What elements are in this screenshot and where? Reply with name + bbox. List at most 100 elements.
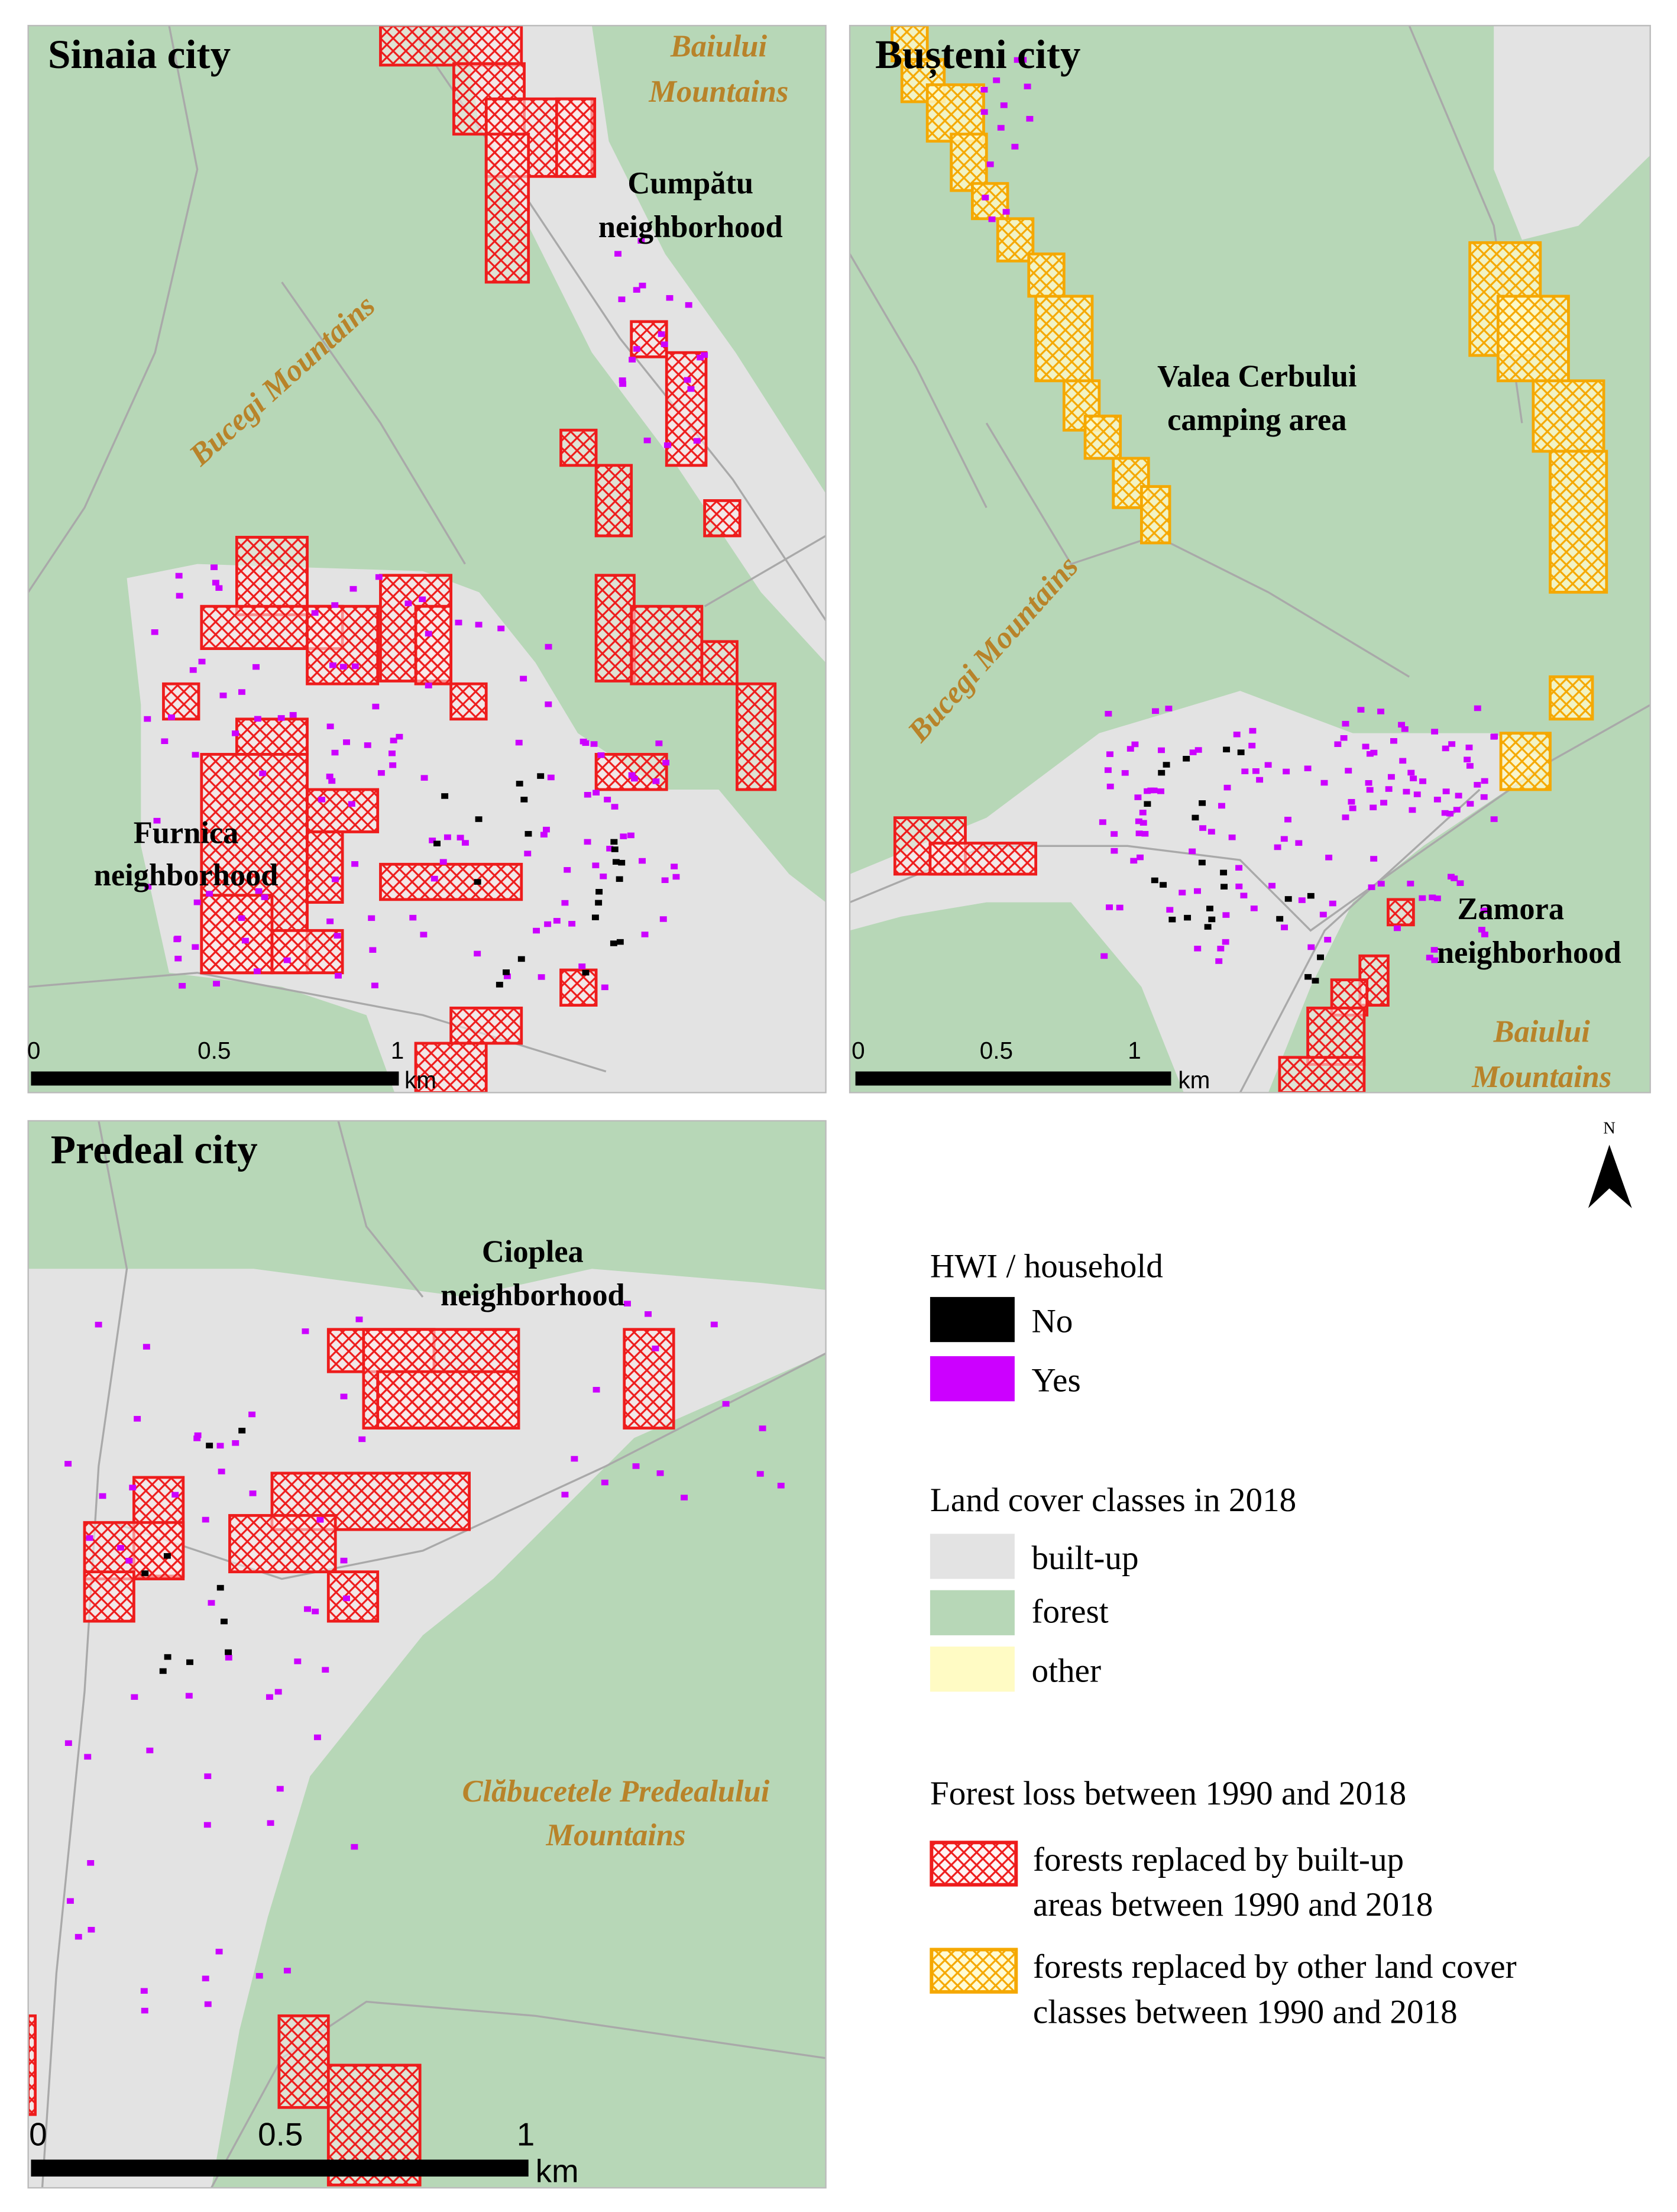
household — [618, 859, 626, 866]
household — [141, 2007, 148, 2014]
household — [641, 932, 649, 937]
household — [371, 982, 378, 989]
household — [1111, 848, 1118, 854]
legend-swatch — [930, 1948, 1018, 1994]
household — [212, 580, 219, 586]
household — [161, 738, 169, 744]
household — [1368, 884, 1375, 890]
forest-loss-other — [996, 217, 1035, 263]
household — [1385, 786, 1393, 792]
household — [420, 775, 428, 781]
household — [597, 752, 605, 758]
household — [1241, 768, 1249, 774]
household — [143, 1344, 150, 1350]
household — [1116, 904, 1124, 911]
household — [710, 1321, 718, 1328]
forest-loss-built-up — [414, 1042, 488, 1093]
forest-loss-built-up — [379, 25, 523, 67]
label-line: Clăbucetele Predealului — [462, 1774, 770, 1809]
household — [202, 1516, 209, 1523]
busteni-map — [850, 25, 1650, 1093]
household — [206, 891, 213, 897]
forest-loss-built-up — [665, 351, 708, 467]
panel-frame — [27, 1120, 827, 2189]
household — [266, 1694, 273, 1700]
household — [86, 1535, 93, 1541]
household — [1357, 707, 1365, 713]
household — [1325, 855, 1333, 861]
label-line: classes between 1990 and 2018 — [1033, 1993, 1458, 2030]
household — [335, 973, 342, 979]
household — [351, 1844, 358, 1850]
household — [1446, 810, 1454, 817]
household — [1490, 816, 1498, 822]
household — [192, 944, 199, 950]
household — [173, 936, 181, 943]
forest-loss-built-up — [594, 574, 636, 683]
household — [687, 386, 695, 392]
label-line: Valea Cerbului — [1157, 359, 1357, 393]
household — [134, 1416, 141, 1422]
label-line: neighborhood — [441, 1278, 625, 1312]
household — [351, 663, 359, 670]
household — [1466, 801, 1474, 807]
household — [606, 846, 614, 852]
household — [332, 877, 339, 882]
household — [1284, 896, 1292, 902]
household — [1448, 874, 1455, 880]
household — [496, 982, 503, 988]
household — [312, 1608, 319, 1615]
household — [619, 377, 626, 383]
household — [584, 792, 591, 798]
household — [1370, 856, 1378, 862]
household — [1100, 953, 1108, 959]
household — [1276, 916, 1284, 922]
household — [198, 658, 206, 665]
household — [364, 742, 371, 748]
household — [206, 1443, 213, 1448]
household — [611, 804, 619, 810]
household — [1348, 798, 1355, 805]
mountain-label: Baiului Mountains — [648, 30, 788, 109]
household — [189, 667, 197, 673]
household — [1163, 762, 1170, 768]
household — [238, 915, 245, 921]
household — [326, 919, 334, 924]
household — [545, 643, 552, 650]
household — [593, 790, 600, 795]
household — [595, 888, 603, 895]
forest-loss-built-up — [414, 604, 453, 685]
household — [1220, 884, 1228, 890]
household — [652, 1346, 659, 1351]
household — [144, 716, 151, 722]
household — [313, 1734, 321, 1741]
forest-loss-built-up — [379, 862, 523, 901]
household — [1324, 937, 1332, 943]
household — [1480, 794, 1488, 800]
legend-label: forest — [1031, 1593, 1108, 1630]
household — [1407, 881, 1414, 887]
label-line: Furnica — [134, 816, 239, 850]
household — [538, 974, 545, 980]
household — [1264, 762, 1272, 768]
household — [701, 352, 708, 358]
household — [216, 1584, 224, 1591]
scale-bar — [31, 2159, 529, 2177]
household — [129, 1485, 137, 1490]
household — [318, 797, 326, 803]
household — [304, 1606, 311, 1612]
household — [1403, 788, 1410, 795]
household — [1166, 907, 1174, 913]
neighborhood-label: Cioplea neighborhood — [441, 1234, 625, 1312]
household — [141, 1570, 149, 1576]
household — [627, 832, 634, 839]
household — [1184, 914, 1192, 921]
label-line: areas between 1990 and 2018 — [1033, 1886, 1433, 1923]
legend-swatch — [930, 1590, 1015, 1635]
household — [475, 816, 483, 822]
household — [1429, 894, 1436, 901]
household — [117, 1545, 124, 1551]
household — [582, 740, 590, 746]
scale-bar — [855, 1071, 1171, 1086]
